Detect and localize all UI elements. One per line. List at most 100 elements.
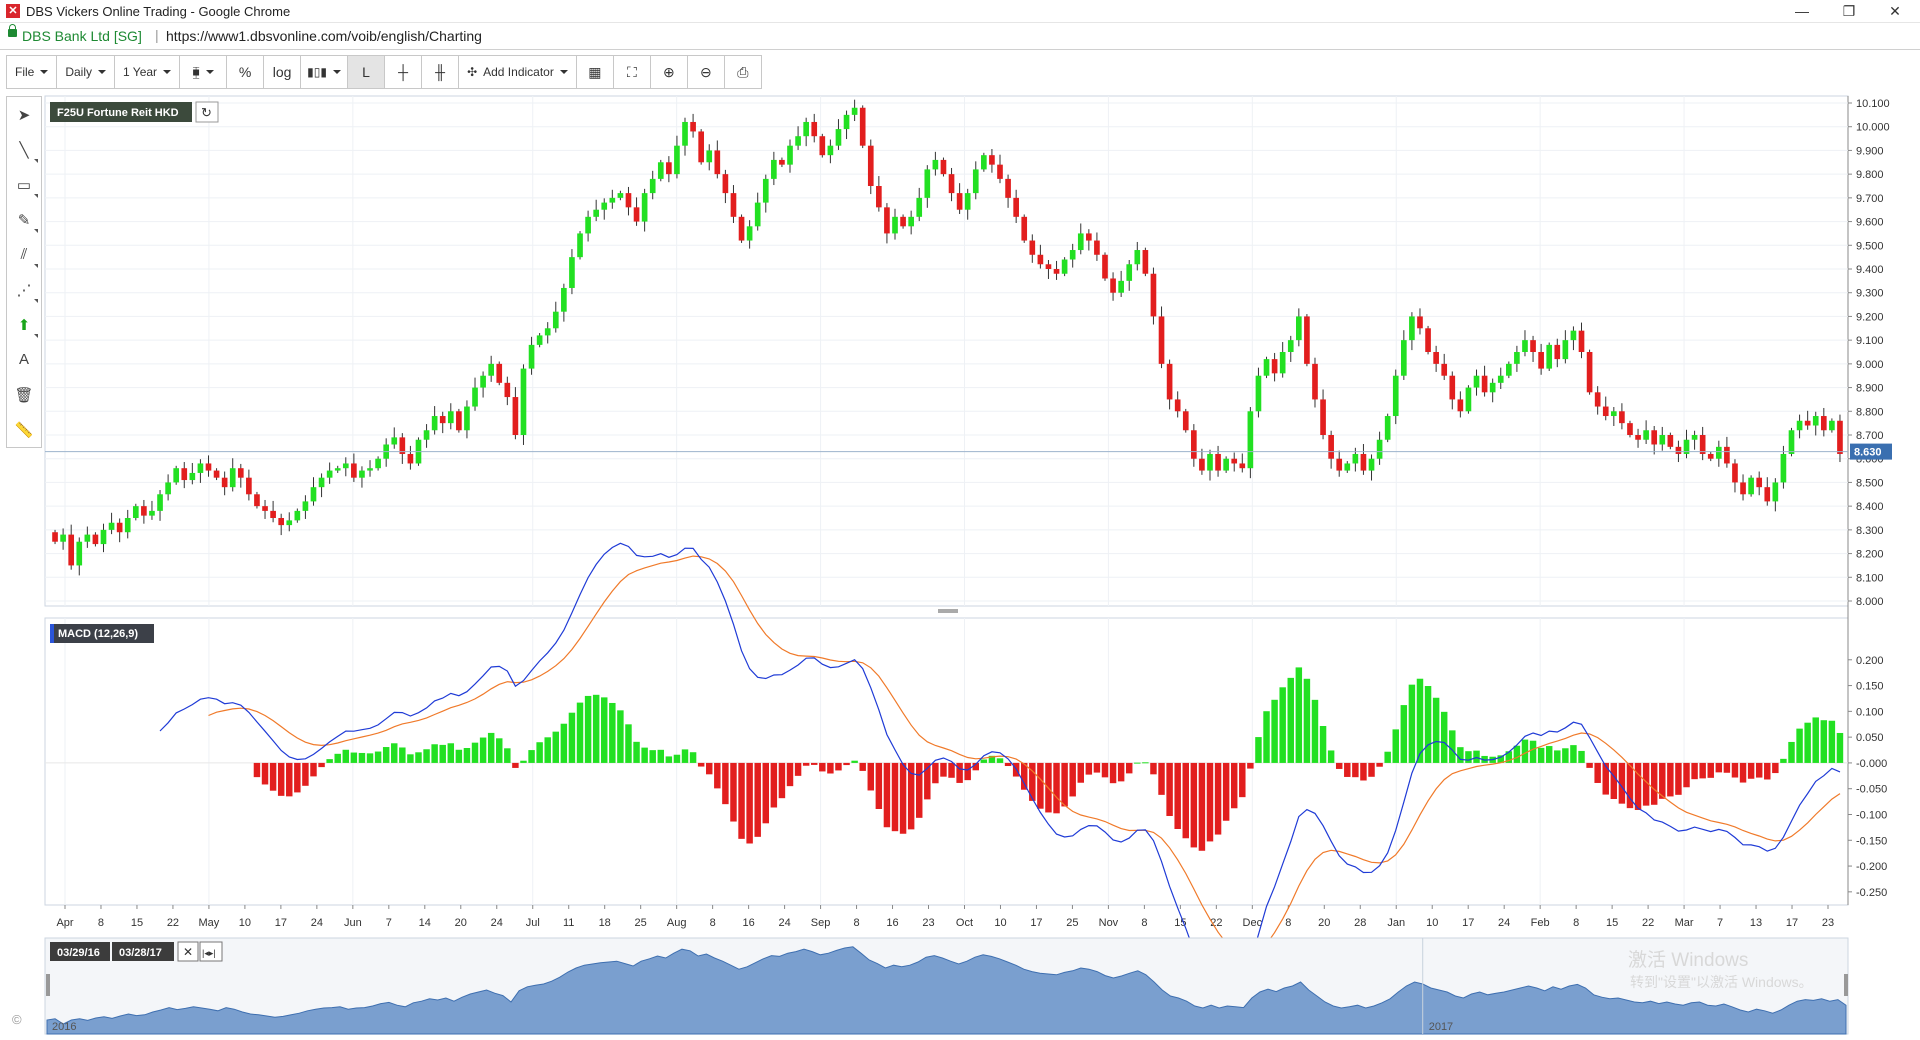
candle-body	[1086, 233, 1092, 241]
candle-body	[108, 522, 115, 530]
pointer-tool[interactable]: ➤	[7, 97, 41, 132]
volume-bars-icon: ▮▯▮	[307, 65, 327, 79]
candle-body	[229, 468, 236, 488]
line-tool-button[interactable]: L	[347, 55, 386, 89]
candle-body	[649, 178, 656, 194]
macd-histogram-bar	[1594, 762, 1601, 783]
file-menu-button[interactable]: File	[6, 55, 58, 89]
candle-body	[68, 534, 75, 566]
rectangle-tool[interactable]: ▭	[7, 167, 41, 202]
macd-histogram-bar	[1521, 739, 1529, 763]
pen-icon: ✎	[17, 211, 31, 229]
percent-button[interactable]: %	[226, 55, 265, 89]
macd-histogram-bar	[1578, 750, 1585, 763]
macd-histogram-bar	[1125, 762, 1133, 774]
macd-histogram-bar	[843, 762, 850, 766]
address-bar[interactable]: DBS Bank Ltd [SG] | https://www1.dbsvonl…	[0, 23, 1920, 50]
x-tick-label: 8	[710, 917, 716, 929]
candle-body	[722, 174, 729, 194]
macd-histogram-bar	[261, 762, 269, 785]
candle-body	[342, 463, 349, 469]
macd-histogram-bar	[972, 762, 979, 771]
fullscreen-button[interactable]: ⛶	[612, 55, 651, 89]
pattern-tool[interactable]: ⋰	[7, 272, 41, 307]
navigator-year-label: 2016	[52, 1021, 76, 1033]
candle-body	[1441, 363, 1448, 376]
range-dropdown[interactable]: 1 Year	[114, 55, 181, 89]
crosshair-value-button[interactable]: ╫	[421, 55, 460, 89]
submenu-indicator	[34, 159, 38, 163]
macd-histogram-bar	[1610, 762, 1618, 799]
line-draw-tool[interactable]: ╲	[7, 132, 41, 167]
candle-body	[1271, 359, 1278, 374]
volume-dropdown[interactable]: ▮▯▮	[300, 55, 349, 89]
macd-histogram-bar	[1707, 762, 1714, 778]
x-tick-label: Jan	[1387, 917, 1405, 929]
candle-body	[690, 121, 696, 132]
macd-histogram-bar	[1360, 762, 1367, 781]
macd-histogram-bar	[1198, 762, 1206, 851]
chart-type-dropdown[interactable]: ⧯	[179, 55, 228, 89]
chart-toolbar: File Daily 1 Year ⧯ % log ▮▯▮ L ┼ ╫ ✣ Add…	[6, 55, 762, 89]
macd-histogram-bar	[552, 731, 560, 763]
macd-histogram-bar	[730, 762, 737, 822]
measure-tool[interactable]: 📏	[7, 412, 41, 447]
macd-histogram-bar	[1230, 762, 1238, 809]
macd-histogram-bar	[1392, 729, 1399, 763]
interval-dropdown[interactable]: Daily	[56, 55, 116, 89]
macd-histogram-bar	[1513, 745, 1521, 763]
candle-body	[1715, 446, 1722, 459]
macd-histogram-bar	[867, 762, 875, 791]
macd-histogram-bar	[1134, 762, 1141, 764]
range-clear-button[interactable]	[177, 941, 199, 962]
restore-button[interactable]: ❐	[1842, 3, 1856, 19]
macd-histogram-bar	[1667, 762, 1674, 797]
candle-body	[1392, 375, 1399, 417]
candle-body	[165, 482, 171, 495]
candle-body	[181, 468, 188, 481]
x-tick-label: 23	[1822, 917, 1834, 929]
macd-histogram-bar	[1214, 762, 1222, 835]
zoom-out-button[interactable]: ⊖	[686, 55, 725, 89]
price-ytick-label: 8.900	[1856, 383, 1884, 395]
print-button[interactable]: ⎙	[723, 55, 762, 89]
url-text[interactable]: https://www1.dbsvonline.com/voib/english…	[166, 28, 482, 44]
price-ytick-label: 9.000	[1856, 359, 1884, 371]
macd-histogram-bar	[1554, 750, 1561, 763]
candle-body	[617, 193, 624, 198]
pen-tool[interactable]: ✎	[7, 202, 41, 237]
candle-body	[682, 121, 688, 146]
candle-body	[585, 216, 591, 234]
x-tick-label: 10	[1426, 917, 1438, 929]
close-button[interactable]: ✕	[1889, 3, 1901, 19]
candle-body	[488, 363, 495, 376]
macd-histogram-bar	[350, 752, 358, 763]
minimize-button[interactable]: —	[1795, 3, 1809, 19]
arrow-tool[interactable]: ⬆	[7, 307, 41, 342]
candle-body	[1691, 435, 1698, 440]
macd-histogram-bar	[415, 752, 422, 763]
candle-body	[1336, 458, 1343, 471]
candle-body	[1077, 233, 1084, 251]
text-tool[interactable]: A	[7, 342, 41, 377]
log-scale-button[interactable]: log	[263, 55, 302, 89]
candle-body	[1732, 463, 1738, 483]
x-tick-label: 20	[455, 917, 467, 929]
add-indicator-dropdown[interactable]: ✣ Add Indicator	[458, 55, 577, 89]
candle-body	[92, 534, 99, 545]
delete-tool[interactable]: 🗑	[7, 377, 41, 412]
macd-histogram-bar	[1303, 678, 1311, 763]
parallel-tool[interactable]: ⫽	[7, 237, 41, 272]
macd-histogram-bar	[802, 762, 810, 766]
site-identity[interactable]: DBS Bank Ltd [SG]	[22, 28, 142, 44]
candle-body	[1134, 250, 1141, 265]
candle-body	[1296, 316, 1302, 341]
candle-body	[698, 131, 704, 163]
windows-watermark-subtitle: 转到"设置"以激活 Windows。	[1630, 974, 1813, 990]
candle-body	[1409, 316, 1415, 341]
candle-body	[1578, 330, 1585, 352]
macd-histogram-bar	[1222, 762, 1230, 821]
candle-body	[1417, 316, 1423, 329]
range-expand-button[interactable]	[199, 941, 223, 962]
